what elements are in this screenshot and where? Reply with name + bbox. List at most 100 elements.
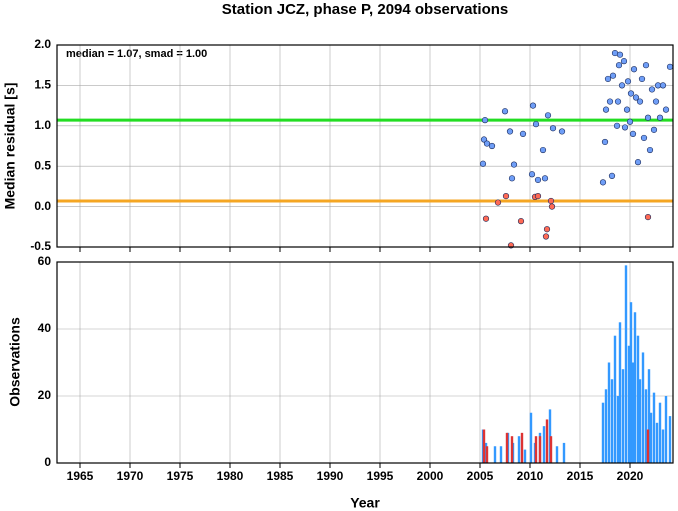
point <box>638 75 646 83</box>
point <box>494 199 502 206</box>
point <box>534 176 542 184</box>
point <box>613 122 621 129</box>
point <box>650 126 658 133</box>
x-tick-label: 1970 <box>117 469 144 483</box>
x-tick-label: 2015 <box>567 469 594 483</box>
point <box>506 128 514 135</box>
x-tick-label: 2000 <box>417 469 444 483</box>
bar <box>613 335 617 463</box>
bar <box>649 412 653 463</box>
x-tick-label: 1985 <box>267 469 294 483</box>
bar <box>661 429 665 463</box>
bar <box>638 379 642 463</box>
point <box>548 203 556 210</box>
point <box>541 175 549 182</box>
bar <box>493 446 497 463</box>
point <box>517 218 525 225</box>
bar <box>517 436 521 463</box>
annotation: median = 1.07, smad = 1.00 <box>66 48 207 60</box>
bar <box>631 362 635 463</box>
bar <box>646 429 650 463</box>
bar <box>621 369 625 463</box>
bar <box>523 449 527 463</box>
bar <box>664 396 668 463</box>
y-tick-label: -0.5 <box>30 239 51 253</box>
x-tick-label: 2010 <box>517 469 544 483</box>
point <box>646 146 654 154</box>
point <box>629 130 637 137</box>
point <box>659 82 667 89</box>
x-tick-label: 2020 <box>617 469 644 483</box>
bar <box>538 436 542 463</box>
point <box>542 233 550 240</box>
point <box>634 159 642 166</box>
bar <box>510 436 514 463</box>
point <box>601 138 609 146</box>
point <box>626 118 634 125</box>
bar <box>616 396 620 463</box>
bar <box>555 446 559 463</box>
point <box>519 130 527 137</box>
bar <box>644 389 648 463</box>
point <box>620 58 628 65</box>
point <box>636 98 644 105</box>
point <box>599 179 607 186</box>
bar <box>607 362 611 463</box>
bar <box>641 352 645 463</box>
point <box>623 106 631 113</box>
point <box>666 63 674 70</box>
bar <box>636 335 640 463</box>
point <box>604 75 612 83</box>
point <box>483 140 491 147</box>
bar <box>601 402 605 463</box>
y-axis-label: Median residual [s] <box>2 83 18 210</box>
chart-title: Station JCZ, phase P, 2094 observations <box>222 1 509 18</box>
bar <box>655 422 659 463</box>
plot-frame <box>56 261 674 464</box>
point <box>529 102 537 109</box>
x-tick-label: 1965 <box>67 469 94 483</box>
point <box>549 125 557 132</box>
bar <box>499 446 503 463</box>
point <box>481 117 489 124</box>
point <box>621 124 629 131</box>
point <box>662 106 670 113</box>
x-tick-label: 1995 <box>367 469 394 483</box>
y-tick-label: 60 <box>38 254 52 268</box>
bar <box>534 436 538 463</box>
point <box>652 98 660 105</box>
point <box>618 82 626 89</box>
point <box>608 172 616 179</box>
point <box>501 108 509 115</box>
point <box>479 160 487 167</box>
point <box>510 161 518 168</box>
bar <box>505 432 509 463</box>
bar <box>647 369 651 463</box>
bar <box>633 312 637 463</box>
bar <box>652 392 656 463</box>
point <box>482 215 490 222</box>
y-tick-label: 2.0 <box>34 37 51 51</box>
bar <box>485 446 489 463</box>
point <box>630 66 638 73</box>
point <box>644 214 652 221</box>
point <box>606 98 614 105</box>
bar <box>482 429 486 463</box>
point <box>488 142 496 150</box>
point <box>609 72 617 79</box>
x-tick-label: 1990 <box>317 469 344 483</box>
y-tick-label: 0.0 <box>34 199 51 213</box>
bar <box>629 302 633 463</box>
x-axis-label: Year <box>350 495 380 511</box>
point <box>616 51 624 58</box>
point <box>615 62 623 69</box>
bar <box>668 416 672 463</box>
y-tick-label: 1.0 <box>34 118 51 132</box>
bar <box>549 436 553 463</box>
point <box>648 86 656 93</box>
point <box>502 192 510 200</box>
point <box>539 146 547 154</box>
point <box>532 121 540 128</box>
y-tick-label: 20 <box>38 388 52 402</box>
point <box>544 112 552 119</box>
